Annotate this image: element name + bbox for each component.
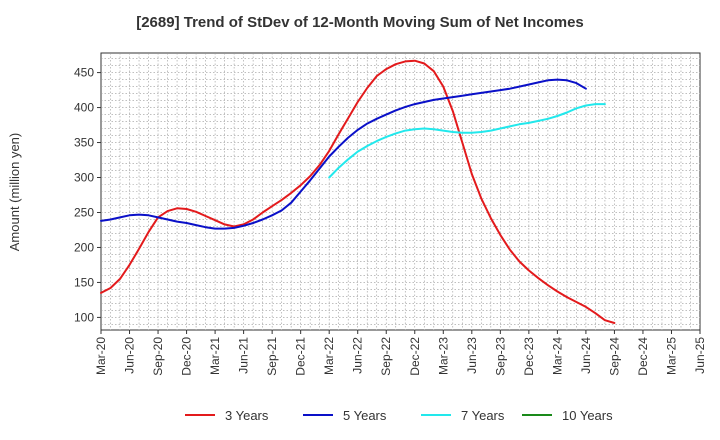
x-tick-label: Dec-21 <box>294 337 308 376</box>
x-tick-label: Mar-21 <box>208 337 222 375</box>
x-tick-label: Sep-23 <box>493 337 507 376</box>
y-tick-label: 100 <box>74 310 94 324</box>
y-axis-label: Amount (million yen) <box>7 133 22 252</box>
legend-label-5-years: 5 Years <box>343 408 387 423</box>
x-tick-label: Dec-20 <box>180 337 194 376</box>
series-line-3-years <box>100 59 616 324</box>
legend-label-10-years: 10 Years <box>562 408 613 423</box>
x-tick-label: Sep-20 <box>151 337 165 376</box>
x-tick-label: Jun-21 <box>237 337 251 374</box>
x-tick-label: Jun-22 <box>351 337 365 374</box>
x-tick-label: Dec-23 <box>522 337 536 376</box>
y-tick-label: 350 <box>74 136 94 150</box>
x-tick-label: Sep-21 <box>265 337 279 376</box>
x-tick-label: Jun-24 <box>579 337 593 374</box>
x-axis: Mar-20 Jun-20 Sep-20 Dec-20 Mar-21 Jun-21 Sep-… <box>94 330 707 376</box>
y-tick-label: 450 <box>74 66 94 80</box>
x-tick-label: Jun-23 <box>465 337 479 374</box>
x-tick-label: Mar-22 <box>322 337 336 375</box>
series-line-5-years <box>100 78 587 230</box>
legend-label-3-years: 3 Years <box>225 408 269 423</box>
y-tick-label: 150 <box>74 275 94 289</box>
y-tick-label: 300 <box>74 171 94 185</box>
x-tick-label: Jun-20 <box>123 337 137 374</box>
x-tick-label: Jun-25 <box>693 337 707 374</box>
y-tick-label: 400 <box>74 101 94 115</box>
y-tick-label: 250 <box>74 205 94 219</box>
legend-label-7-years: 7 Years <box>461 408 505 423</box>
plot-area-frame <box>100 52 701 331</box>
y-axis: 100 150 200 250 300 350 400 450 <box>74 66 101 324</box>
x-tick-label: Sep-22 <box>379 337 393 376</box>
x-tick-label: Mar-24 <box>550 337 564 375</box>
y-tick-label: 200 <box>74 240 94 254</box>
x-tick-label: Dec-24 <box>636 337 650 376</box>
x-tick-label: Mar-20 <box>94 337 108 375</box>
series-layer <box>100 59 616 324</box>
legend: 3 Years 5 Years 7 Years 10 Years <box>185 408 613 423</box>
x-tick-label: Sep-24 <box>607 337 621 376</box>
x-tick-label: Mar-25 <box>664 337 678 375</box>
x-tick-label: Dec-22 <box>408 337 422 376</box>
series-line-7-years <box>328 103 606 179</box>
x-tick-label: Mar-23 <box>436 337 450 375</box>
chart-title: [2689] Trend of StDev of 12-Month Moving… <box>136 14 584 31</box>
